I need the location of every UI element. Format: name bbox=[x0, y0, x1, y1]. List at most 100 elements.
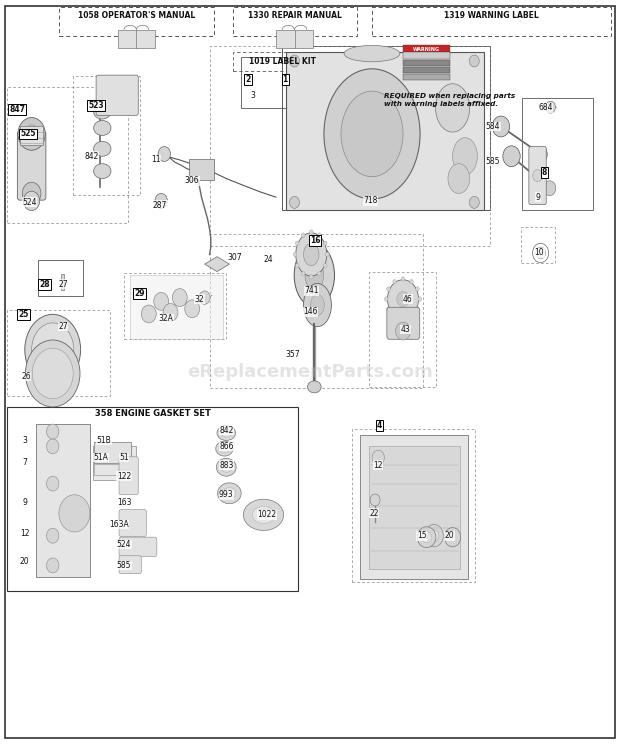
Bar bbox=[61, 274, 64, 290]
Text: 20: 20 bbox=[445, 531, 454, 540]
Circle shape bbox=[393, 280, 397, 284]
Circle shape bbox=[533, 170, 542, 182]
Text: 43: 43 bbox=[401, 325, 410, 334]
Circle shape bbox=[326, 252, 329, 257]
Circle shape bbox=[141, 305, 156, 323]
Text: 29: 29 bbox=[135, 289, 144, 298]
Text: 46: 46 bbox=[403, 295, 413, 304]
Circle shape bbox=[536, 247, 546, 259]
Bar bbox=[38, 260, 83, 296]
Circle shape bbox=[317, 233, 321, 237]
Text: 306: 306 bbox=[185, 176, 200, 185]
Ellipse shape bbox=[417, 527, 436, 548]
Bar bbox=[7, 87, 128, 223]
Text: 842: 842 bbox=[84, 152, 99, 161]
Text: WARNING: WARNING bbox=[412, 48, 440, 52]
Text: 12: 12 bbox=[20, 529, 30, 538]
Text: 585: 585 bbox=[117, 561, 131, 570]
Circle shape bbox=[409, 314, 413, 318]
FancyBboxPatch shape bbox=[529, 147, 546, 205]
Text: eReplacementParts.com: eReplacementParts.com bbox=[187, 363, 433, 381]
Bar bbox=[94, 464, 131, 475]
Circle shape bbox=[46, 476, 59, 491]
Text: 684: 684 bbox=[538, 103, 553, 112]
Text: 524: 524 bbox=[22, 198, 37, 207]
Polygon shape bbox=[286, 52, 484, 210]
FancyBboxPatch shape bbox=[96, 75, 138, 115]
Circle shape bbox=[401, 317, 405, 321]
Ellipse shape bbox=[221, 462, 232, 472]
Bar bbox=[403, 52, 450, 59]
Circle shape bbox=[295, 263, 299, 268]
Text: 9: 9 bbox=[536, 193, 541, 202]
Circle shape bbox=[290, 55, 299, 67]
FancyBboxPatch shape bbox=[387, 307, 420, 339]
Circle shape bbox=[46, 528, 59, 543]
Circle shape bbox=[469, 55, 479, 67]
Text: 26: 26 bbox=[21, 372, 31, 381]
Text: 1: 1 bbox=[283, 75, 288, 84]
Ellipse shape bbox=[25, 314, 81, 385]
Text: 32A: 32A bbox=[159, 314, 174, 323]
Text: 10: 10 bbox=[534, 248, 544, 257]
Circle shape bbox=[370, 494, 380, 506]
Ellipse shape bbox=[296, 233, 327, 276]
Circle shape bbox=[546, 101, 556, 113]
Circle shape bbox=[324, 241, 327, 246]
Text: 993: 993 bbox=[219, 490, 234, 499]
Ellipse shape bbox=[308, 381, 321, 393]
Ellipse shape bbox=[25, 340, 80, 407]
Ellipse shape bbox=[94, 164, 111, 179]
Text: 4: 4 bbox=[377, 421, 382, 430]
Bar bbox=[124, 273, 226, 339]
Text: 163A: 163A bbox=[109, 520, 129, 529]
Circle shape bbox=[401, 277, 405, 281]
Text: 8: 8 bbox=[542, 168, 547, 177]
Text: 358 ENGINE GASKET SET: 358 ENGINE GASKET SET bbox=[95, 409, 210, 418]
Circle shape bbox=[199, 291, 210, 304]
Text: 524: 524 bbox=[117, 540, 131, 549]
Text: 1058 OPERATOR'S MANUAL: 1058 OPERATOR'S MANUAL bbox=[78, 11, 195, 20]
Bar bbox=[522, 98, 593, 210]
Text: 7: 7 bbox=[22, 458, 27, 467]
Circle shape bbox=[172, 289, 187, 307]
Text: 122: 122 bbox=[117, 472, 131, 481]
Ellipse shape bbox=[32, 348, 73, 399]
Text: 585: 585 bbox=[485, 157, 500, 166]
Circle shape bbox=[155, 193, 167, 208]
Circle shape bbox=[46, 424, 59, 439]
Text: 287: 287 bbox=[153, 201, 167, 210]
FancyBboxPatch shape bbox=[119, 510, 146, 536]
Text: 847: 847 bbox=[9, 105, 25, 114]
Bar bbox=[7, 407, 298, 591]
Text: 146: 146 bbox=[303, 307, 317, 316]
Text: 1019 LABEL KIT: 1019 LABEL KIT bbox=[249, 57, 316, 66]
Ellipse shape bbox=[94, 141, 111, 156]
Ellipse shape bbox=[341, 92, 403, 177]
Text: 16: 16 bbox=[310, 236, 320, 245]
Bar bbox=[210, 46, 490, 246]
Circle shape bbox=[301, 272, 305, 276]
Text: 1330 REPAIR MANUAL: 1330 REPAIR MANUAL bbox=[247, 11, 342, 20]
Polygon shape bbox=[369, 446, 460, 569]
Circle shape bbox=[469, 196, 479, 208]
Circle shape bbox=[158, 147, 170, 161]
Ellipse shape bbox=[453, 138, 477, 175]
Circle shape bbox=[18, 118, 45, 150]
Ellipse shape bbox=[223, 487, 236, 499]
Bar bbox=[276, 30, 313, 48]
Text: 357: 357 bbox=[285, 350, 300, 359]
Ellipse shape bbox=[243, 499, 283, 530]
Text: 51A: 51A bbox=[94, 453, 108, 462]
Circle shape bbox=[425, 525, 443, 547]
FancyBboxPatch shape bbox=[119, 457, 138, 495]
Circle shape bbox=[418, 297, 422, 301]
Ellipse shape bbox=[422, 531, 432, 543]
Ellipse shape bbox=[216, 458, 236, 476]
Text: 525: 525 bbox=[20, 129, 35, 138]
Circle shape bbox=[387, 307, 391, 311]
Circle shape bbox=[429, 530, 439, 542]
Bar bbox=[403, 66, 450, 73]
Text: 163: 163 bbox=[117, 498, 131, 507]
Ellipse shape bbox=[218, 483, 241, 504]
